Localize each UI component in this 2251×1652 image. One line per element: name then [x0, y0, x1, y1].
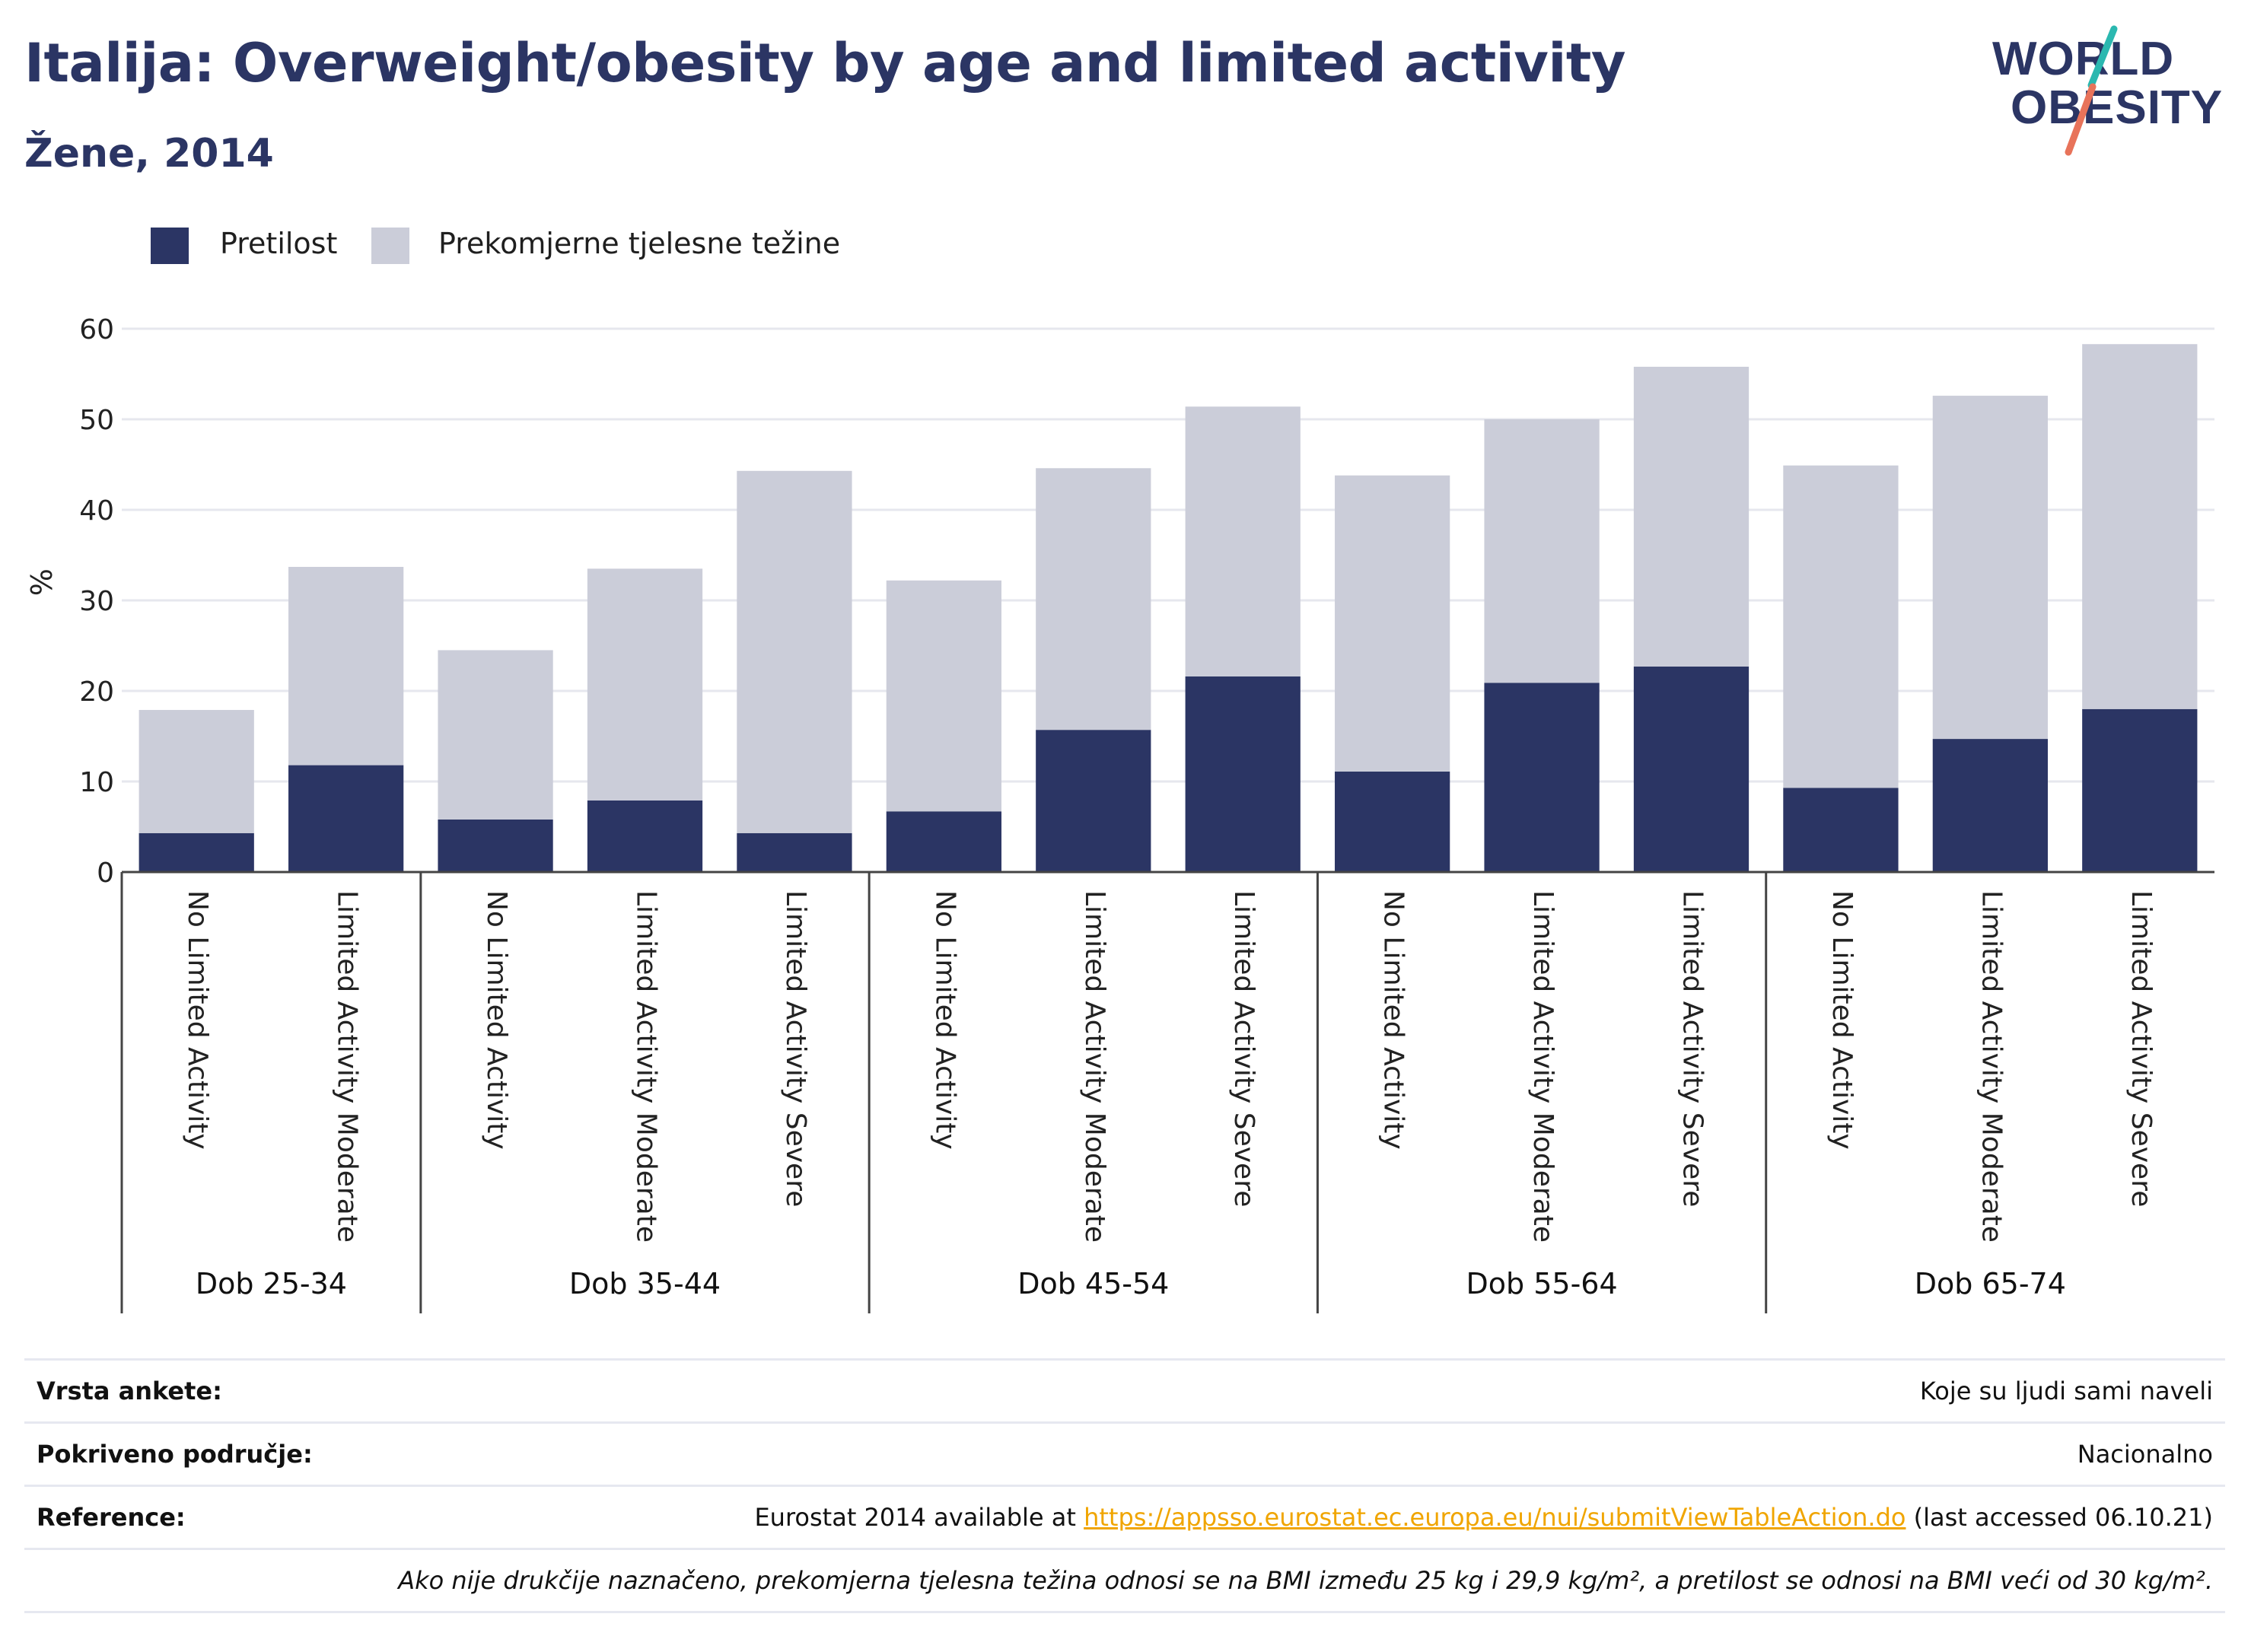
group-label: Dob 55-64: [1466, 1267, 1618, 1300]
bar-overweight: [737, 470, 852, 833]
definition-note: Ako nije drukčije naznačeno, prekomjerna…: [398, 1566, 2213, 1595]
reference-link[interactable]: https://appsso.eurostat.ec.europa.eu/nui…: [1084, 1503, 1906, 1532]
logo-slash-bottom: [2065, 83, 2097, 156]
info-row-survey: Vrsta ankete: Koje su ljudi sami naveli: [24, 1358, 2225, 1421]
bar-overweight: [138, 709, 254, 833]
info-row-reference: Reference: Eurostat 2014 available at ht…: [24, 1485, 2225, 1548]
legend-swatch-obesity: [151, 228, 189, 264]
stacked-bar-chart: 0 10 20 30 40 50 60% No Limited Activity Limited…: [25, 314, 2214, 1313]
group-label: Dob 65-74: [1915, 1267, 2066, 1300]
reference-value: Eurostat 2014 available at https://appss…: [754, 1487, 2213, 1548]
bar-overweight: [886, 580, 1001, 812]
x-category-label: Limited Activity Severe: [1677, 890, 1708, 1207]
bar-overweight: [438, 650, 553, 820]
y-tick-label: 40: [79, 495, 114, 527]
group-label: Dob 35-44: [569, 1267, 721, 1300]
bar-obesity: [1335, 771, 1450, 872]
bar-overweight: [288, 566, 404, 766]
x-category-label: Limited Activity Moderate: [332, 890, 363, 1243]
y-axis-label: %: [25, 568, 59, 596]
y-tick-label: 20: [79, 676, 114, 708]
x-category-label: Limited Activity Moderate: [1976, 890, 2007, 1243]
x-category-label: Limited Activity Severe: [780, 890, 811, 1207]
logo-slash-top: [2087, 25, 2118, 89]
y-tick-label: 10: [79, 767, 114, 798]
y-tick-label: 50: [79, 405, 114, 436]
legend-label-overweight: Prekomjerne tjelesne težine: [438, 227, 841, 260]
y-tick-label: 60: [79, 314, 114, 345]
x-category-label: Limited Activity Moderate: [631, 890, 662, 1243]
chart-title: Italija: Overweight/obesity by age and l…: [24, 32, 1625, 94]
bar-obesity: [138, 832, 254, 872]
bar-obesity: [1185, 676, 1301, 872]
bar-obesity: [737, 832, 852, 872]
x-category-label: No Limited Activity: [1378, 890, 1409, 1150]
reference-prefix: Eurostat 2014 available at: [754, 1503, 1084, 1532]
bar-obesity: [587, 800, 703, 872]
x-category-label: No Limited Activity: [1826, 890, 1858, 1150]
logo-line-2: OBESITY: [2011, 81, 2223, 134]
bar-obesity: [1633, 666, 1750, 872]
y-tick-label: 30: [79, 586, 114, 617]
chart-subtitle: Žene, 2014: [24, 131, 274, 177]
bar-obesity: [886, 811, 1001, 872]
coverage-value: Nacionalno: [2077, 1440, 2213, 1469]
bar-overweight: [587, 568, 703, 801]
bar-obesity: [288, 765, 404, 872]
survey-type-label: Vrsta ankete:: [37, 1377, 222, 1405]
x-category-label: Limited Activity Moderate: [1527, 890, 1559, 1243]
bar-overweight: [1484, 419, 1600, 683]
legend-label-obesity: Pretilost: [220, 227, 338, 260]
group-label: Dob 25-34: [196, 1267, 347, 1300]
x-category-label: Limited Activity Moderate: [1079, 890, 1110, 1243]
bar-overweight: [1185, 406, 1301, 676]
bar-obesity: [1036, 730, 1151, 872]
legend-swatch-overweight: [371, 228, 409, 264]
y-tick-label: 0: [97, 858, 114, 889]
survey-type-value: Koje su ljudi sami naveli: [1919, 1377, 2213, 1405]
info-table: Vrsta ankete: Koje su ljudi sami naveli …: [24, 1358, 2225, 1613]
x-category-label: Limited Activity Severe: [1228, 890, 1259, 1207]
logo-line-1: WORLD: [1992, 33, 2174, 85]
info-row-coverage: Pokriveno područje: Nacionalno: [24, 1421, 2225, 1485]
x-category-label: Limited Activity Severe: [2125, 890, 2157, 1207]
bar-obesity: [1932, 739, 2048, 872]
x-category-label: No Limited Activity: [182, 890, 213, 1150]
coverage-label: Pokriveno područje:: [37, 1440, 313, 1469]
reference-suffix: (last accessed 06.10.21): [1906, 1503, 2213, 1532]
bar-overweight: [2082, 344, 2198, 709]
bar-overweight: [1932, 396, 2048, 740]
bar-obesity: [438, 819, 553, 872]
world-obesity-logo: WORLD OBESITY: [1992, 25, 2223, 156]
reference-label: Reference:: [37, 1503, 186, 1532]
bar-obesity: [1783, 788, 1899, 872]
info-row-note: Ako nije drukčije naznačeno, prekomjerna…: [24, 1548, 2225, 1613]
bar-obesity: [2082, 708, 2198, 872]
x-category-label: No Limited Activity: [481, 890, 512, 1150]
group-label: Dob 45-54: [1017, 1267, 1169, 1300]
bar-overweight: [1783, 465, 1899, 788]
bar-obesity: [1484, 683, 1600, 872]
bar-overweight: [1036, 468, 1151, 731]
x-category-label: No Limited Activity: [929, 890, 960, 1150]
bar-overweight: [1335, 475, 1450, 772]
bar-overweight: [1633, 366, 1750, 667]
